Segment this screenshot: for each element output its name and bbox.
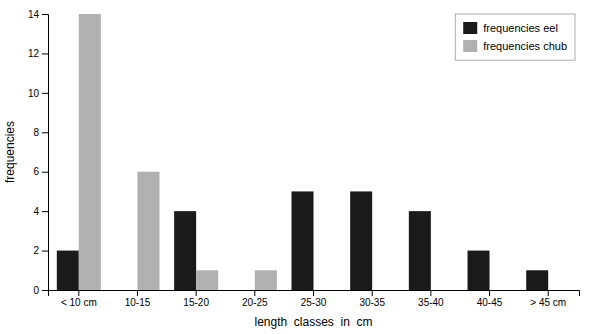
y-axis-title: frequencies bbox=[3, 121, 17, 183]
y-tick-label: 14 bbox=[28, 9, 40, 20]
x-tick: > 45 cm bbox=[530, 290, 566, 308]
y-tick: 10 bbox=[28, 88, 48, 99]
x-tick-label: 25-30 bbox=[301, 297, 327, 308]
y-tick-mark bbox=[42, 132, 48, 133]
legend-label: frequencies eel bbox=[483, 22, 558, 34]
legend-swatch bbox=[463, 22, 477, 34]
y-tick: 0 bbox=[33, 285, 48, 296]
legend-item: frequencies chub bbox=[463, 40, 567, 52]
x-tick-mark bbox=[78, 290, 79, 296]
bar bbox=[233, 290, 255, 291]
x-tick-mark bbox=[137, 290, 138, 296]
x-tick-mark bbox=[548, 290, 549, 296]
y-tick: 14 bbox=[28, 9, 48, 20]
y-tick-mark bbox=[42, 290, 48, 291]
x-tick: 35-40 bbox=[418, 290, 444, 308]
x-tick-label: 40-45 bbox=[477, 297, 503, 308]
x-tick: 10-15 bbox=[125, 290, 151, 308]
legend-label: frequencies chub bbox=[483, 40, 567, 52]
bar bbox=[314, 290, 336, 291]
bar-series bbox=[57, 191, 548, 290]
x-tick-mark bbox=[196, 290, 197, 296]
y-tick-label: 0 bbox=[33, 285, 39, 296]
x-tick-mark bbox=[430, 290, 431, 296]
bar bbox=[548, 290, 570, 291]
x-tick: 30-35 bbox=[359, 290, 385, 308]
bar bbox=[255, 270, 277, 290]
x-tick-label: 20-25 bbox=[242, 297, 268, 308]
x-tick-label: > 45 cm bbox=[530, 297, 566, 308]
y-tick-label: 8 bbox=[33, 127, 39, 138]
x-tick: < 10 cm bbox=[61, 290, 97, 308]
y-tick: 8 bbox=[33, 127, 48, 138]
x-tick-label: 10-15 bbox=[125, 297, 151, 308]
x-tick-label: 35-40 bbox=[418, 297, 444, 308]
x-tick-mark bbox=[313, 290, 314, 296]
plot: < 10 cm 10-15 15-20 20-25 25-30 30-35 35-40 40-… bbox=[3, 9, 580, 329]
x-tick-label: 15-20 bbox=[183, 297, 209, 308]
y-tick-label: 12 bbox=[28, 48, 40, 59]
y-tick-label: 6 bbox=[33, 166, 39, 177]
legend: frequencies eel frequencies chub bbox=[455, 14, 575, 60]
bar bbox=[115, 290, 137, 291]
x-tick: 20-25 bbox=[242, 290, 268, 308]
y-tick-label: 10 bbox=[28, 88, 40, 99]
y-tick-mark bbox=[42, 93, 48, 94]
bar bbox=[79, 14, 101, 290]
x-tick-label: < 10 cm bbox=[61, 297, 97, 308]
y-tick-mark bbox=[42, 14, 48, 15]
bar bbox=[291, 191, 313, 290]
y-tick-label: 2 bbox=[33, 245, 39, 256]
bar-series bbox=[79, 14, 277, 290]
x-axis: < 10 cm 10-15 15-20 20-25 25-30 30-35 35-40 40-… bbox=[49, 290, 580, 308]
x-tick-mark bbox=[489, 290, 490, 296]
y-tick: 12 bbox=[28, 48, 48, 59]
bar bbox=[137, 172, 159, 290]
bar bbox=[174, 211, 196, 290]
y-tick-mark bbox=[42, 172, 48, 173]
bar bbox=[196, 270, 218, 290]
x-tick: 40-45 bbox=[477, 290, 503, 308]
bar bbox=[350, 191, 372, 290]
chart: < 10 cm 10-15 15-20 20-25 25-30 30-35 35-40 40-… bbox=[0, 0, 595, 334]
x-tick-mark bbox=[372, 290, 373, 296]
legend-swatch bbox=[463, 40, 477, 52]
y-axis: 0 2 4 6 8 10 12 14 bbox=[28, 9, 49, 296]
y-tick: 4 bbox=[33, 206, 48, 217]
x-tick-label: 30-35 bbox=[359, 297, 385, 308]
x-axis-line bbox=[49, 291, 580, 297]
bar bbox=[490, 290, 512, 291]
bar bbox=[526, 270, 548, 290]
bar bbox=[372, 290, 394, 291]
y-tick-label: 4 bbox=[33, 206, 39, 217]
bar bbox=[409, 211, 431, 290]
bar bbox=[468, 251, 490, 290]
x-axis-title: length classes in cm bbox=[254, 315, 372, 329]
x-tick: 15-20 bbox=[183, 290, 209, 308]
y-tick: 2 bbox=[33, 245, 48, 256]
y-tick-mark bbox=[42, 251, 48, 252]
y-tick-mark bbox=[42, 53, 48, 54]
y-axis-line bbox=[42, 15, 49, 291]
legend-frame bbox=[455, 14, 575, 60]
x-tick: 25-30 bbox=[301, 290, 327, 308]
bar bbox=[57, 251, 79, 290]
legend-item: frequencies eel bbox=[463, 22, 558, 34]
y-tick: 6 bbox=[33, 166, 48, 177]
bar bbox=[431, 290, 453, 291]
x-tick-mark bbox=[254, 290, 255, 296]
y-tick-mark bbox=[42, 211, 48, 212]
